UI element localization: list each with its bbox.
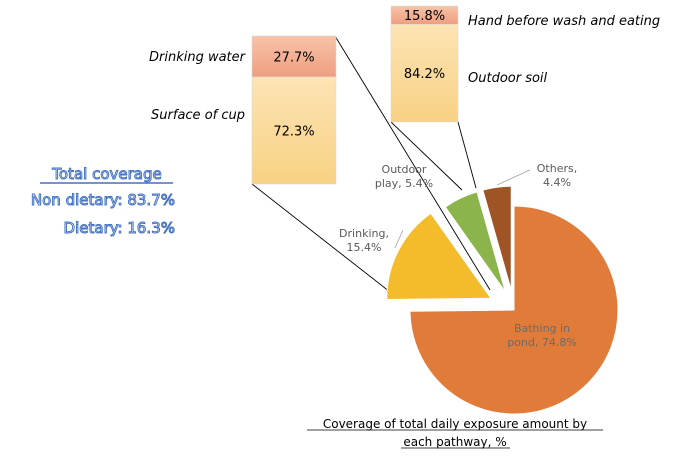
connector-lines bbox=[251, 35, 491, 293]
outdoor-play-breakdown-bar: 15.8% 84.2% bbox=[390, 5, 459, 123]
pie-label-bathing-in-pond-2: pond, 74.8% bbox=[507, 336, 577, 349]
summary-non-dietary: Non dietary: 83.7% bbox=[31, 191, 175, 209]
play-bar-segment-outdoor-soil bbox=[390, 24, 459, 123]
pie-label-drinking-1: Drinking, bbox=[339, 227, 389, 240]
pie-label-outdoor-play-1: Outdoor bbox=[382, 163, 427, 176]
connector-drinking-top bbox=[334, 35, 491, 291]
legend-surface-of-cup: Surface of cup bbox=[151, 108, 245, 123]
pie-label-outdoor-play-2: play, 5.4% bbox=[375, 177, 433, 190]
pie-label-bathing-in-pond-1: Bathing in bbox=[514, 322, 570, 335]
drinking-breakdown-bar: 27.7% 72.3% bbox=[251, 35, 337, 185]
others-leader-line bbox=[496, 169, 531, 186]
caption-line-2: each pathway, % bbox=[403, 435, 506, 449]
pie-label-drinking-2: 15.4% bbox=[347, 241, 382, 254]
play-bar-label-hand-before-wash-and-eating: 15.8% bbox=[404, 9, 445, 24]
drinking-bar-segment-drinking-water bbox=[251, 35, 337, 78]
pie-slice-drinking bbox=[386, 212, 492, 301]
connector-play-bottom bbox=[457, 121, 477, 189]
connector-play-left bbox=[390, 121, 463, 191]
legend-outdoor-soil: Outdoor soil bbox=[468, 71, 548, 86]
connector-drinking-bottom bbox=[251, 183, 391, 293]
drinking-bar-segment-surface-of-cup bbox=[251, 76, 337, 185]
summary-dietary: Dietary: 16.3% bbox=[64, 219, 175, 237]
chart-caption: Coverage of total daily exposure amount … bbox=[307, 417, 603, 449]
drinking-leader-line bbox=[394, 229, 404, 249]
pie-label-others-1: Others, bbox=[537, 162, 577, 175]
play-bar-label-outdoor-soil: 84.2% bbox=[404, 67, 445, 82]
pie-slice-others bbox=[482, 185, 512, 291]
drinking-bar-label-drinking-water: 27.7% bbox=[273, 50, 314, 65]
legend-hand-before-wash: Hand before wash and eating bbox=[468, 14, 660, 29]
total-coverage-summary: Total coverage Non dietary: 83.7% Dietar… bbox=[30, 165, 175, 238]
caption-line-1: Coverage of total daily exposure amount … bbox=[323, 417, 587, 431]
legend-drinking-water: Drinking water bbox=[149, 50, 247, 65]
pie-slice-outdoor-play bbox=[444, 191, 506, 293]
drinking-bar-label-surface-of-cup: 72.3% bbox=[273, 124, 314, 139]
pie-slice-bathing-in-pond bbox=[409, 205, 619, 415]
pie-label-others-2: 4.4% bbox=[543, 176, 571, 189]
summary-title: Total coverage bbox=[51, 165, 161, 183]
